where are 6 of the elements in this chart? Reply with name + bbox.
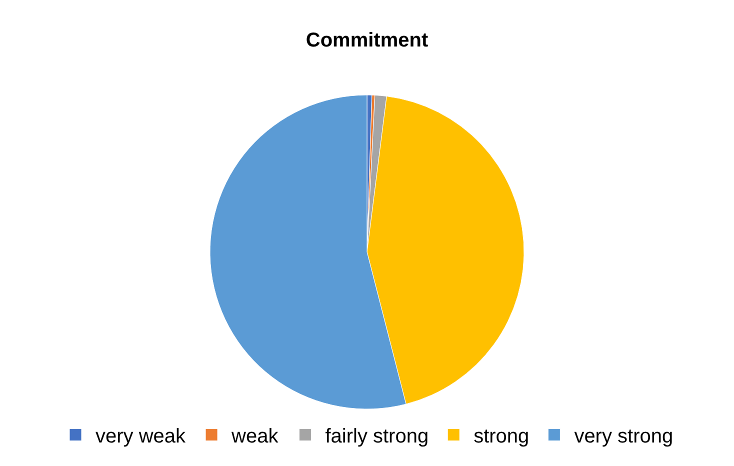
legend-label: strong bbox=[474, 426, 530, 448]
legend-label: fairly strong bbox=[325, 426, 429, 448]
chart-title: Commitment bbox=[306, 30, 428, 52]
legend-label: weak bbox=[230, 426, 280, 448]
legend-label: very strong bbox=[574, 426, 674, 448]
legend-label: very weak bbox=[96, 426, 187, 448]
